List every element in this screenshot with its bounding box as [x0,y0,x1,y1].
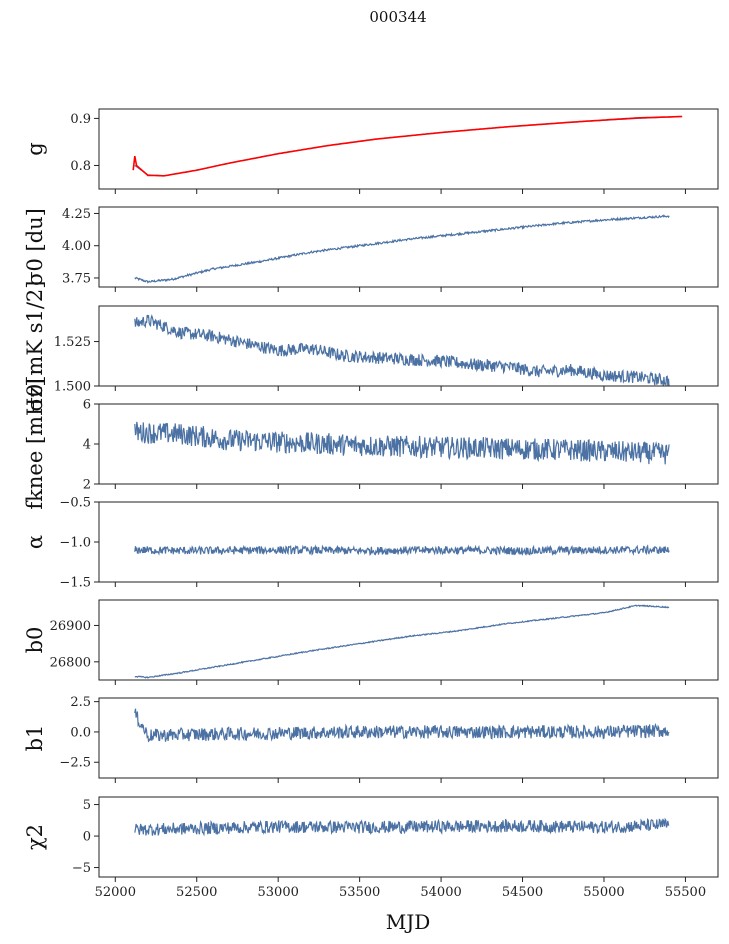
panel-sigma0-du: 3.75 4.00 4.25 σ0 [du] [23,206,719,292]
panel-frame [98,501,719,583]
y-tick-label: −1.0 [59,536,91,551]
x-tick-label: 55500 [665,885,706,900]
y-tick-label: 4 [83,438,91,453]
overlay-line-g [132,115,683,177]
y-tick-label: 4.00 [62,239,91,254]
panel-frame [98,697,719,779]
chart-title: 000344 [369,8,426,26]
x-tick-label: 55000 [583,885,624,900]
y-tick-label: 3.75 [62,271,91,286]
panel-sigma0-mk: 1.500 1.525 σ0[mK s1/2] [23,281,719,412]
panel-frame [98,206,719,288]
panel-chi2: −5 0 5 52000 52500 53000 53500 54000 54500 55000 5… [23,796,719,900]
series-line-alpha [134,544,670,557]
y-axis-label-fknee: fknee [mHz] [23,378,47,509]
x-axis-label: MJD [386,910,431,934]
y-axis-label-sigma0-du: σ0 [du] [23,208,47,286]
y-axis-label-alpha: α [23,535,47,549]
panel-frame [98,796,719,878]
panel-b1: −2.5 0.0 2.5 b1 [23,695,719,783]
x-tick-label: 52000 [95,885,136,900]
y-tick-label: −1.5 [59,576,91,591]
y-tick-label: 0.9 [70,112,91,127]
series-line-chi2 [134,817,670,837]
y-tick-label: 0 [83,830,91,845]
chart-panels: 0.8 0.9 g 3.75 4.00 4.25 σ0 [du] 1.500 1.525 σ0[m… [23,108,719,900]
y-axis-label-chi2: χ2 [23,824,47,850]
x-tick-label: 53000 [258,885,299,900]
y-tick-label: 1.525 [54,335,91,350]
x-tick-label: 53500 [339,885,380,900]
y-axis-label-b0: b0 [23,627,47,654]
panel-frame [98,305,719,387]
y-axis-label-b1: b1 [23,725,47,752]
y-tick-label: 4.25 [62,207,91,222]
series-line-sigma0-mk [134,314,670,386]
x-tick-label: 52500 [176,885,217,900]
y-tick-label: 2.5 [70,695,91,710]
panel-frame [98,599,719,681]
panel-alpha: −1.5 −1.0 −0.5 α [23,496,719,591]
y-tick-label: −5 [72,861,91,876]
y-tick-label: 5 [83,798,91,813]
y-tick-label: 6 [83,398,91,413]
y-tick-label: 0.0 [70,725,91,740]
series-line-fknee [134,421,670,465]
x-tick-label: 54500 [502,885,543,900]
y-tick-label: 0.8 [70,159,91,174]
panel-frame [98,108,719,190]
x-tick-label: 54000 [420,885,461,900]
y-axis-label-g: g [23,142,47,155]
panel-g: 0.8 0.9 g [23,108,719,194]
series-line-b1 [134,708,670,743]
y-axis-label-sigma0-mk: σ0[mK s1/2] [23,281,47,412]
y-tick-label: 1.500 [54,380,91,395]
series-line-b0 [134,604,670,679]
y-tick-label: −2.5 [59,756,91,771]
series-line-sigma0-du [134,214,670,284]
y-tick-label: −0.5 [59,496,91,511]
y-tick-label: 26800 [50,655,91,670]
panel-fknee: 2 4 6 fknee [mHz] [23,378,719,510]
y-tick-label: 2 [83,478,91,493]
y-tick-label: 26900 [50,619,91,634]
